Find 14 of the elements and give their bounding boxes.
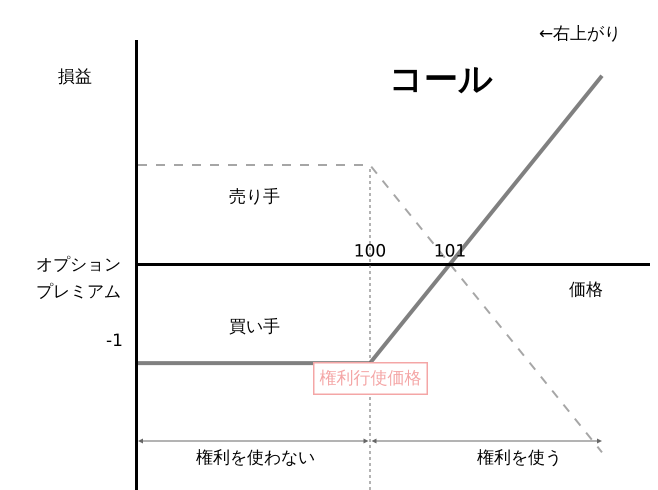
text: プレミアム <box>36 282 121 302</box>
chart-title: コール <box>388 59 493 100</box>
x-tick-label: 101 <box>434 241 466 262</box>
x-axis-title: 価格 <box>569 280 603 300</box>
annotation: 権利を使わない <box>196 448 315 468</box>
annotation: 権利を使う <box>477 448 562 468</box>
text: ←右上がり <box>539 24 622 44</box>
text: オプション <box>36 255 121 275</box>
text: -1 <box>106 331 123 351</box>
y-axis-title: 損益 <box>58 67 92 87</box>
x-tick-label: 100 <box>354 241 386 262</box>
series-label: 買い手 <box>229 317 280 337</box>
series-label: 売り手 <box>229 187 280 207</box>
ref-line-label: 権利行使価格 <box>320 368 422 388</box>
